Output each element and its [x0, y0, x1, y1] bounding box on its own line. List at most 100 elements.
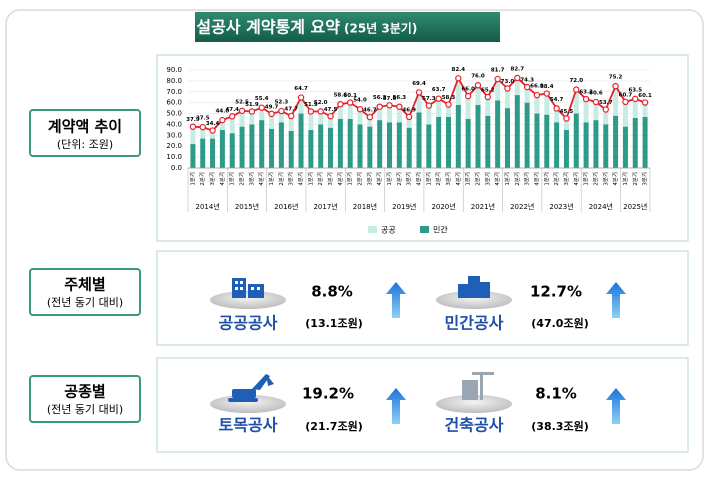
bar — [455, 78, 461, 105]
year-label: 2016년 — [274, 202, 298, 211]
data-label: 65.2 — [481, 88, 495, 94]
bar — [406, 116, 412, 128]
bar — [603, 124, 609, 168]
point — [543, 90, 550, 97]
bar — [632, 117, 638, 168]
card-decor — [210, 276, 626, 424]
bar — [337, 119, 343, 168]
x-tick-label: 1분기 — [385, 172, 393, 186]
data-label: 69.4 — [412, 81, 426, 87]
bar — [622, 126, 628, 168]
x-tick-label: 2분기 — [395, 172, 403, 186]
data-label: 52.5 — [235, 99, 249, 105]
x-tick-label: 2분기 — [591, 172, 599, 186]
point — [209, 127, 216, 134]
bar — [288, 130, 294, 168]
point — [258, 104, 265, 111]
bar — [554, 122, 560, 168]
x-tick-label: 4분기 — [375, 172, 383, 186]
point — [337, 100, 344, 108]
bar — [563, 129, 569, 168]
card-amount: (47.0조원) — [531, 316, 588, 330]
bar — [485, 97, 491, 116]
bar — [436, 116, 442, 168]
card-amount: (21.7조원) — [305, 419, 362, 433]
point — [288, 112, 295, 120]
y-tick-label: 40.0 — [166, 120, 182, 128]
card-name: 토목공사 — [219, 416, 278, 435]
x-tick-label: 4분기 — [336, 172, 344, 186]
bar — [269, 113, 275, 129]
x-tick-label: 1분기 — [621, 172, 629, 186]
point — [268, 110, 275, 118]
bar — [278, 111, 284, 123]
point — [602, 106, 609, 113]
title-note: (25년 3분기) — [344, 21, 417, 36]
bar — [642, 102, 648, 117]
section-box — [156, 250, 689, 346]
point — [219, 116, 226, 124]
bar — [583, 122, 589, 168]
legend-label: 민간 — [433, 225, 448, 235]
point — [189, 123, 197, 130]
bar — [367, 117, 373, 127]
bar — [278, 122, 284, 168]
x-tick-label: 3분기 — [326, 172, 334, 186]
y-tick-label: 80.0 — [166, 77, 182, 85]
x-tick-label: 2분기 — [552, 172, 560, 186]
year-label: 2018년 — [353, 202, 377, 211]
bar — [622, 101, 628, 127]
x-tick-label: 1분기 — [346, 172, 354, 186]
point — [445, 101, 452, 108]
x-tick-label: 4분기 — [532, 172, 540, 186]
data-label: 52.3 — [275, 100, 289, 106]
card-name: 민간공사 — [445, 314, 504, 333]
point — [199, 123, 206, 131]
year-label: 2020년 — [431, 202, 455, 211]
x-tick-label: 3분기 — [601, 172, 609, 186]
bar — [328, 127, 334, 168]
point — [248, 108, 256, 115]
y-tick-label: 50.0 — [166, 110, 182, 118]
x-tick-label: 4분기 — [611, 172, 619, 186]
x-tick-label: 1분기 — [424, 172, 432, 186]
bar — [416, 92, 422, 113]
data-label: 63.3 — [579, 90, 593, 96]
bar — [210, 130, 216, 139]
legend-label: 공공 — [381, 226, 396, 235]
bar — [514, 77, 520, 96]
bar — [465, 119, 471, 168]
x-tick-label: 4분기 — [257, 172, 265, 186]
x-tick-label: 2분기 — [198, 172, 206, 186]
point — [504, 85, 511, 92]
data-label: 81.7 — [491, 68, 505, 74]
point — [415, 89, 423, 96]
data-label: 46.7 — [363, 108, 377, 114]
x-tick-label: 3분기 — [405, 172, 413, 186]
data-label: 47.4 — [225, 107, 239, 113]
bar — [426, 124, 432, 168]
data-label: 74.3 — [520, 78, 534, 84]
x-tick-label: 3분기 — [208, 172, 216, 186]
x-tick-label: 4분기 — [454, 172, 462, 186]
year-label: 2022년 — [510, 202, 534, 211]
y-tick-label: 0.0 — [171, 164, 182, 172]
data-label: 60.7 — [619, 92, 633, 98]
x-tick-label: 1분기 — [582, 172, 590, 186]
data-label: 82.4 — [452, 67, 466, 73]
bar — [504, 88, 510, 109]
bar — [387, 122, 393, 168]
bar — [210, 138, 216, 168]
data-label: 34.4 — [206, 121, 220, 127]
data-label: 37.5 — [196, 116, 210, 122]
year-label: 2015년 — [235, 202, 259, 211]
data-label: 47.7 — [284, 107, 298, 113]
title: 건설공사 계약통계 요약 — [182, 18, 341, 37]
point — [229, 113, 236, 120]
bar — [524, 87, 530, 103]
x-tick-label: 2분기 — [238, 172, 246, 186]
point — [573, 86, 580, 93]
bar — [377, 106, 383, 121]
x-tick-label: 4분기 — [572, 172, 580, 186]
data-label: 52.0 — [314, 100, 328, 106]
